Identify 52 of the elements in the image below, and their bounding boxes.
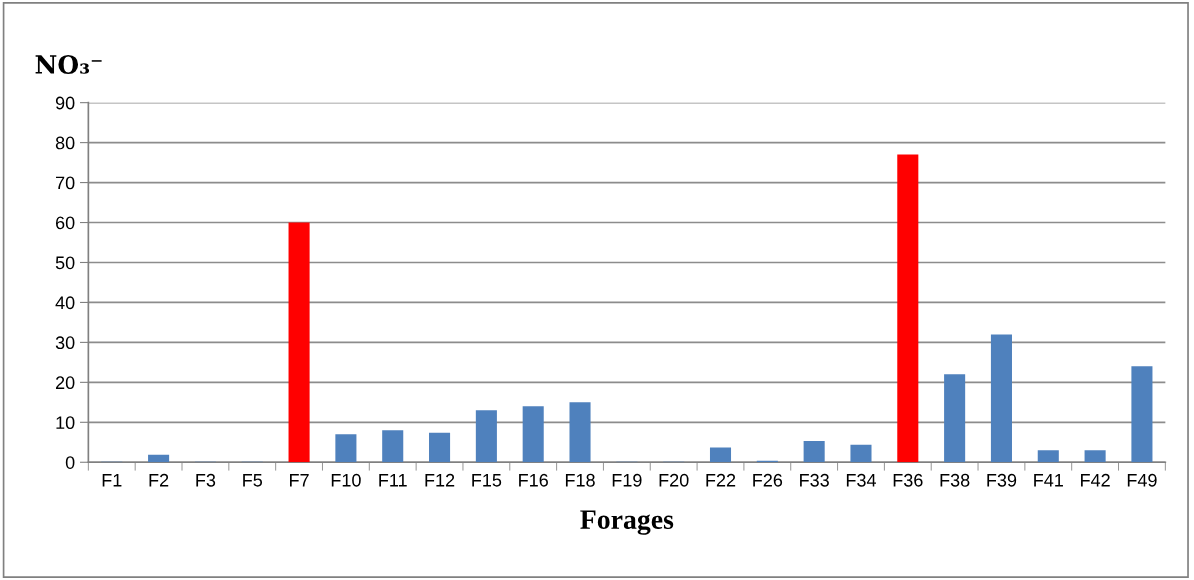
x-tick-label: F7 bbox=[290, 474, 309, 487]
bar bbox=[522, 406, 544, 463]
x-tick-label: F2 bbox=[149, 473, 169, 487]
bar bbox=[1084, 450, 1106, 463]
x-tick-label: F49 bbox=[1127, 473, 1157, 487]
y-axis-title: NO₃⁻ bbox=[35, 55, 102, 74]
bar bbox=[429, 432, 451, 463]
bar bbox=[803, 441, 825, 463]
x-tick-label: F18 bbox=[565, 473, 595, 487]
x-tick-label: F33 bbox=[800, 473, 829, 487]
x-tick-label: F41 bbox=[1034, 474, 1063, 487]
bar bbox=[148, 454, 170, 463]
x-tick-label: F19 bbox=[612, 473, 642, 487]
x-tick-label: F16 bbox=[519, 473, 548, 487]
y-tick-label: 30 bbox=[55, 336, 75, 350]
x-tick-label: F20 bbox=[659, 473, 689, 487]
x-tick-label: F36 bbox=[893, 473, 923, 487]
x-tick-label: F11 bbox=[379, 474, 407, 487]
y-tick-label: 50 bbox=[55, 256, 75, 270]
y-tick-label: 60 bbox=[56, 216, 75, 230]
bar bbox=[897, 154, 919, 463]
bar bbox=[850, 444, 872, 463]
bar bbox=[709, 447, 732, 463]
y-tick-label: 80 bbox=[55, 136, 75, 150]
x-tick-label: F5 bbox=[243, 474, 263, 487]
bar bbox=[475, 410, 497, 463]
y-tick-label: 40 bbox=[55, 296, 75, 310]
y-tick-label: 10 bbox=[56, 416, 75, 430]
x-tick-label: F34 bbox=[846, 473, 877, 487]
bar bbox=[990, 334, 1012, 463]
bar bbox=[335, 434, 357, 463]
bar bbox=[1131, 366, 1153, 463]
y-tick-label: 0 bbox=[65, 456, 75, 469]
x-tick-label: F1 bbox=[102, 474, 122, 487]
x-axis-title: Forages bbox=[580, 510, 674, 535]
x-tick-label: F42 bbox=[1081, 473, 1110, 487]
bar bbox=[382, 430, 404, 463]
x-tick-label: F3 bbox=[196, 473, 216, 487]
y-tick-label: 20 bbox=[55, 376, 75, 390]
x-tick-label: F39 bbox=[987, 473, 1017, 487]
y-tick-label: 70 bbox=[56, 176, 75, 190]
bar bbox=[569, 402, 591, 463]
y-tick-label: 90 bbox=[55, 96, 75, 110]
x-tick-label: F10 bbox=[331, 473, 361, 487]
x-tick-label: F38 bbox=[940, 473, 970, 487]
bar bbox=[1037, 450, 1059, 463]
x-tick-label: F22 bbox=[706, 473, 736, 487]
x-tick-label: F12 bbox=[425, 473, 455, 487]
bar bbox=[288, 222, 310, 463]
x-tick-label: F26 bbox=[753, 473, 783, 487]
bar bbox=[944, 374, 966, 463]
x-tick-label: F15 bbox=[472, 474, 502, 487]
